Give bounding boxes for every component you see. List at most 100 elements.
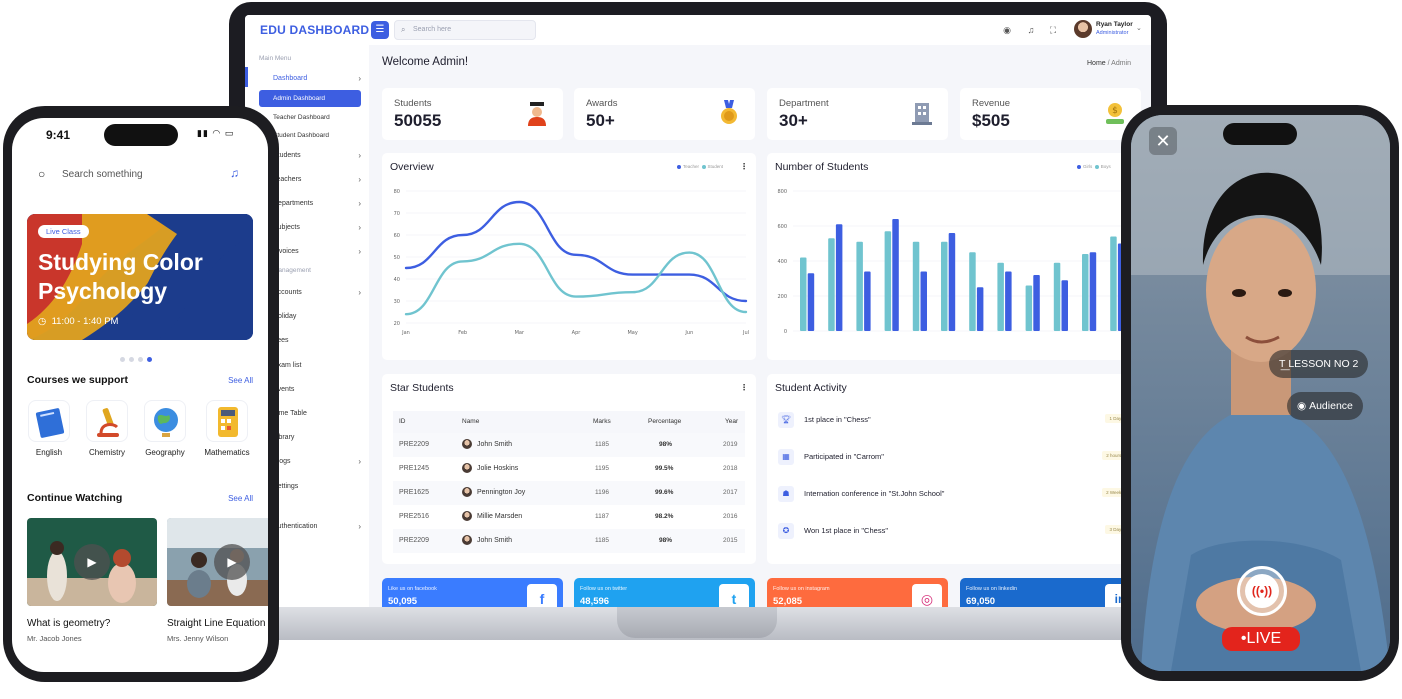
sidebar-item-library[interactable]: Library [273, 434, 295, 441]
audience-button[interactable]: ◉ Audience [1287, 392, 1363, 420]
bell-icon[interactable]: ♫ [1027, 25, 1035, 35]
breadcrumb-current: Admin [1111, 60, 1131, 67]
legend-dot-teacher [677, 164, 681, 169]
sidebar-sub-teacher-dashboard[interactable]: Teacher Dashboard [273, 114, 330, 121]
stat-value: 50+ [586, 111, 615, 130]
sidebar-sub-student-dashboard[interactable]: Student Dashboard [273, 132, 330, 139]
star-students-more-icon[interactable]: ⋮ [740, 383, 748, 392]
avatar [462, 439, 472, 450]
table-row[interactable]: PRE2516 Millie Marsden 1187 98.2% 2016 [393, 505, 745, 529]
social-card-instagram[interactable]: Follow us on instagram 52,085 ◎ [767, 578, 948, 607]
menu-toggle-button[interactable]: ☰ [371, 21, 389, 39]
table-row[interactable]: PRE1245 Jolie Hoskins 1195 99.5% 2018 [393, 457, 745, 481]
stat-card-revenue[interactable]: Revenue $505 $ [960, 88, 1141, 140]
broadcast-button[interactable]: ((•)) [1237, 566, 1287, 616]
course-english[interactable]: English [27, 400, 71, 457]
sidebar-item-label: Accounts [273, 289, 302, 296]
video-title[interactable]: Straight Line Equation [167, 618, 266, 629]
carousel-dot[interactable] [129, 357, 134, 362]
overview-more-icon[interactable]: ⋮ [740, 162, 748, 171]
live-class-banner[interactable]: Live Class Studying Color Psychology ◷ 1… [27, 214, 253, 340]
stat-card-awards[interactable]: Awards 50+ [574, 88, 755, 140]
sidebar-item-students[interactable]: Students › [273, 149, 361, 163]
y-tick-label: 80 [394, 189, 400, 195]
phone-left-screen: 9:41 ▮▮ ◠ ▭ ○ Search something ♫ Live Cl… [12, 118, 268, 672]
course-chemistry[interactable]: Chemistry [85, 400, 129, 457]
cell-percentage: 98% [659, 537, 673, 544]
stat-value: $505 [972, 111, 1010, 130]
carousel-dot-active[interactable] [147, 357, 152, 362]
sidebar-item-dashboard[interactable]: Dashboard › [273, 72, 361, 86]
carousel-dot[interactable] [138, 357, 143, 362]
stat-label: Department [779, 98, 829, 109]
hero-title: Studying Color Psychology [38, 249, 203, 304]
x-tick-label: Jan [401, 330, 410, 336]
sidebar-sub-admin-dashboard[interactable]: Admin Dashboard [259, 90, 361, 107]
bar-girls [1082, 254, 1089, 331]
activity-item[interactable]: ✪ Won 1st place in "Chess" 3 Day ago [778, 519, 1134, 543]
video-title[interactable]: What is geometry? [27, 618, 111, 629]
search-placeholder: Search something [62, 169, 143, 180]
table-row[interactable]: PRE2209 John Smith 1185 98% 2015 [393, 529, 745, 553]
fullscreen-icon[interactable]: ⛶ [1049, 25, 1057, 35]
search-input[interactable]: ⌕ Search here [394, 20, 536, 40]
y-tick-label: 400 [777, 259, 787, 265]
sidebar-item-settings[interactable]: Settings [273, 483, 299, 490]
avatar[interactable] [1074, 20, 1092, 38]
y-tick-label: 600 [777, 224, 787, 230]
table-row[interactable]: PRE1625 Pennington Joy 1196 99.6% 2017 [393, 481, 745, 505]
bell-icon[interactable]: ♫ [230, 166, 239, 180]
sidebar-item-label: Students [273, 152, 301, 159]
sidebar-item-exam-list[interactable]: Exam list [273, 362, 302, 369]
sidebar-item-events[interactable]: Events [273, 386, 295, 393]
activity-item[interactable]: ▦ Participated in "Carrom" 2 hours ago [778, 445, 1134, 469]
activity-item[interactable]: 🏆︎ 1st place in "Chess" 1 Day ago [778, 408, 1134, 432]
carousel-dots[interactable] [120, 349, 156, 367]
stat-label: Students [394, 98, 432, 109]
video-thumb-straight-line[interactable]: ▶ [167, 518, 268, 606]
sidebar-item-blogs[interactable]: Blogs › [273, 455, 361, 469]
globe-icon[interactable]: ◉ [1003, 25, 1011, 35]
cell-percentage: 99.6% [655, 489, 674, 496]
sidebar-item-authentication[interactable]: Authentication › [273, 520, 361, 534]
sidebar-item-label: Teachers [273, 176, 302, 183]
table-row[interactable]: PRE2209 John Smith 1185 98% 2019 [393, 433, 745, 457]
stat-card-students[interactable]: Students 50055 [382, 88, 563, 140]
search-input[interactable]: ○ Search something [26, 160, 254, 190]
social-card-twitter[interactable]: Follow us on twitter 48,596 t [574, 578, 755, 607]
sidebar-item-label: Dashboard [273, 75, 308, 82]
bar-girls [1053, 262, 1061, 331]
courses-see-all-link[interactable]: See All [228, 376, 253, 385]
video-author: Mr. Jacob Jones [27, 634, 82, 643]
continue-see-all-link[interactable]: See All [228, 494, 253, 503]
brand-logo[interactable]: EDU DASHBOARD [260, 23, 370, 37]
user-name[interactable]: Ryan Taylor [1096, 21, 1133, 28]
sidebar-item-invoices[interactable]: Invoices › [273, 245, 361, 259]
bar-boys [1005, 271, 1012, 331]
bar-girls [912, 241, 920, 331]
sidebar-item-fees[interactable]: Fees [273, 337, 289, 344]
sidebar-item-accounts[interactable]: Accounts › [273, 286, 361, 300]
course-mathematics[interactable]: Mathematics [204, 400, 250, 457]
play-icon[interactable]: ▶ [214, 544, 250, 580]
carousel-dot[interactable] [120, 357, 125, 362]
sidebar-item-departments[interactable]: Departments › [273, 197, 361, 211]
sidebar-item-teachers[interactable]: Teachers › [273, 173, 361, 187]
close-icon[interactable]: ✕ [1149, 127, 1177, 155]
search-placeholder: Search here [413, 26, 452, 33]
cell-percentage: 98.2% [655, 513, 674, 520]
sidebar-item-holiday[interactable]: Holiday [273, 313, 297, 320]
activity-item[interactable]: ☗ Internation conference in "St.John Sch… [778, 482, 1134, 506]
sidebar-item-time-table[interactable]: Time Table [273, 410, 307, 417]
chevron-down-icon[interactable]: ⌄ [1136, 25, 1142, 32]
sidebar-item-subjects[interactable]: Subjects › [273, 221, 361, 235]
video-thumb-geometry[interactable]: ▶ [27, 518, 157, 606]
social-card-linkedin[interactable]: Follow us on linkedin 69,050 in [960, 578, 1141, 607]
course-geography[interactable]: Geography [143, 400, 187, 457]
sidebar-heading-management: Management [273, 267, 311, 274]
play-icon[interactable]: ▶ [74, 544, 110, 580]
continue-watching-title: Continue Watching [27, 492, 123, 504]
social-card-facebook[interactable]: Like us on facebook 50,095 f [382, 578, 563, 607]
breadcrumb-home[interactable]: Home [1087, 60, 1106, 67]
stat-card-department[interactable]: Department 30+ [767, 88, 948, 140]
